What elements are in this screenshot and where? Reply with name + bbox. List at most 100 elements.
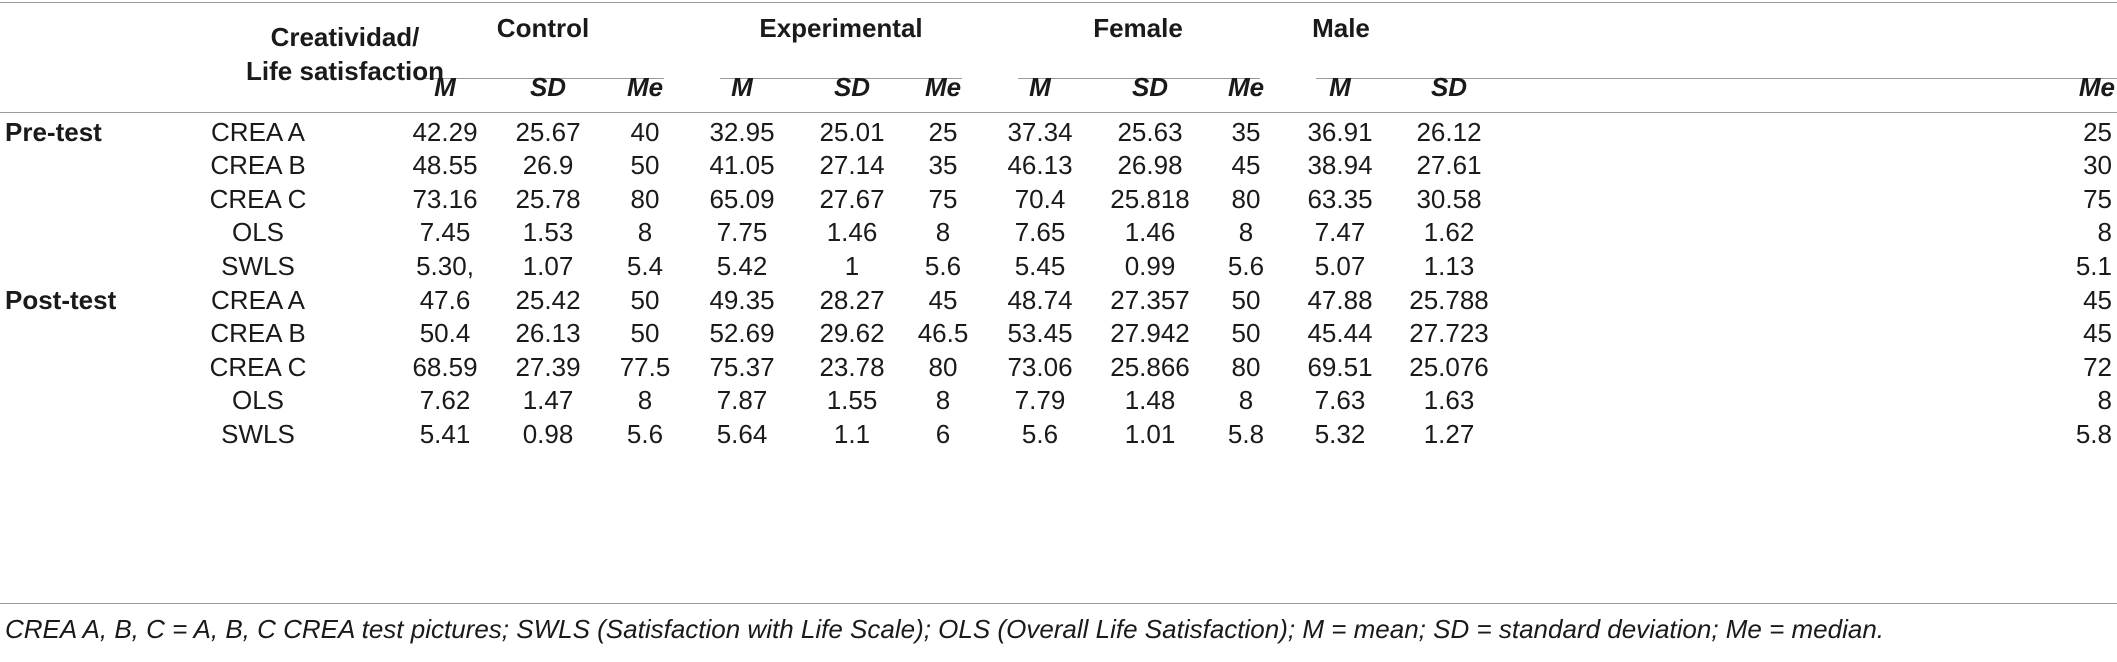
table-cell: 32.95 (709, 117, 775, 147)
table-cell: 25.42 (515, 285, 581, 315)
table-cell: 7.65 (1014, 217, 1066, 247)
table-cell: 35 (928, 150, 958, 180)
table-cell: 5.4 (626, 251, 664, 281)
bottom-rule (0, 603, 2117, 604)
header-rule (0, 112, 2117, 113)
table-cell: 27.723 (1409, 318, 1489, 348)
table-cell: 0.98 (522, 419, 574, 449)
table-cell: 1.27 (1423, 419, 1475, 449)
table-cell: 25.818 (1110, 184, 1190, 214)
experimental-group-rule (720, 78, 962, 79)
table-cell: 5.32 (1314, 419, 1366, 449)
stat-header-me: Me (924, 72, 962, 102)
stat-header-m: M (434, 72, 456, 102)
table-cell: 50 (1231, 285, 1261, 315)
row-measure: OLS (231, 217, 285, 247)
row-measure: CREA A (211, 117, 305, 147)
table-cell: 0.99 (1124, 251, 1176, 281)
female-group-rule (1018, 78, 1260, 79)
table-cell: 47.88 (1307, 285, 1373, 315)
table-cell: 8 (2097, 385, 2112, 415)
row-measure: OLS (231, 385, 285, 415)
row-measure: SWLS (221, 251, 295, 281)
table-cell: 5.45 (1014, 251, 1066, 281)
table-cell: 52.69 (709, 318, 775, 348)
table-cell: 1.53 (522, 217, 574, 247)
table-cell: 70.4 (1014, 184, 1066, 214)
table-cell: 37.34 (1007, 117, 1073, 147)
table-cell: 80 (928, 352, 958, 382)
table-cell: 7.87 (716, 385, 768, 415)
table-cell: 26.13 (515, 318, 581, 348)
table-cell: 8 (637, 385, 653, 415)
male-group-rule (1316, 78, 2117, 79)
table-cell: 5.6 (1227, 251, 1265, 281)
table-cell: 8 (935, 217, 951, 247)
table-cell: 5.42 (716, 251, 768, 281)
table-cell: 72 (2083, 352, 2112, 382)
corner-header-line1: Creatividad/ (270, 22, 420, 52)
stat-header-sd: SD (1131, 72, 1169, 102)
table-cell: 40 (630, 117, 660, 147)
table-cell: 1 (844, 251, 860, 281)
table-cell: 1.46 (1124, 217, 1176, 247)
table-cell: 45 (2083, 285, 2112, 315)
group-header-female: Female (1093, 13, 1183, 43)
row-measure: CREA B (210, 150, 306, 180)
table-cell: 75 (2083, 184, 2112, 214)
stat-header-m: M (1029, 72, 1051, 102)
table-cell: 80 (1231, 352, 1261, 382)
group-header-male: Male (1312, 13, 1370, 43)
corner-header: Creatividad/ Life satisfaction (246, 20, 444, 88)
table-cell: 6 (935, 419, 951, 449)
table-cell: 5.1 (2075, 251, 2112, 281)
table-cell: 1.62 (1423, 217, 1475, 247)
table-cell: 1.48 (1124, 385, 1176, 415)
table-cell: 25.788 (1409, 285, 1489, 315)
table-cell: 5.30, (416, 251, 474, 281)
corner-header-line2: Life satisfaction (246, 56, 444, 86)
table-cell: 8 (2097, 217, 2112, 247)
table-cell: 1.47 (522, 385, 574, 415)
stat-header-sd: SD (1430, 72, 1468, 102)
table-cell: 30.58 (1416, 184, 1482, 214)
table-cell: 25.866 (1110, 352, 1190, 382)
table-cell: 48.55 (412, 150, 478, 180)
table-cell: 8 (1238, 385, 1254, 415)
top-rule (0, 2, 2117, 3)
table-cell: 73.16 (412, 184, 478, 214)
table-cell: 5.6 (626, 419, 664, 449)
section-label: Post-test (5, 285, 117, 315)
table-cell: 29.62 (819, 318, 885, 348)
table-cell: 5.6 (924, 251, 962, 281)
table-cell: 45 (2083, 318, 2112, 348)
table-cell: 35 (1231, 117, 1261, 147)
table-cell: 26.98 (1117, 150, 1183, 180)
table-cell: 46.13 (1007, 150, 1073, 180)
table-cell: 45 (928, 285, 958, 315)
stat-header-me: Me (2078, 72, 2115, 102)
table-cell: 1.55 (826, 385, 878, 415)
table-cell: 27.39 (515, 352, 581, 382)
group-header-control: Control (496, 13, 590, 43)
table-cell: 8 (935, 385, 951, 415)
table-cell: 7.79 (1014, 385, 1066, 415)
table-cell: 7.75 (716, 217, 768, 247)
stat-header-sd: SD (529, 72, 567, 102)
table-cell: 80 (630, 184, 660, 214)
table-cell: 7.63 (1314, 385, 1366, 415)
table-cell: 25.78 (515, 184, 581, 214)
table-cell: 23.78 (819, 352, 885, 382)
group-header-experimental: Experimental (759, 13, 923, 43)
table-cell: 1.63 (1423, 385, 1475, 415)
table-cell: 27.942 (1110, 318, 1190, 348)
table-cell: 25.01 (819, 117, 885, 147)
table-cell: 50 (1231, 318, 1261, 348)
table-cell: 1.01 (1124, 419, 1176, 449)
table-cell: 8 (1238, 217, 1254, 247)
table-cell: 25.076 (1409, 352, 1489, 382)
table-cell: 25.63 (1117, 117, 1183, 147)
table-cell: 50 (630, 318, 660, 348)
table-cell: 38.94 (1307, 150, 1373, 180)
table-cell: 8 (637, 217, 653, 247)
